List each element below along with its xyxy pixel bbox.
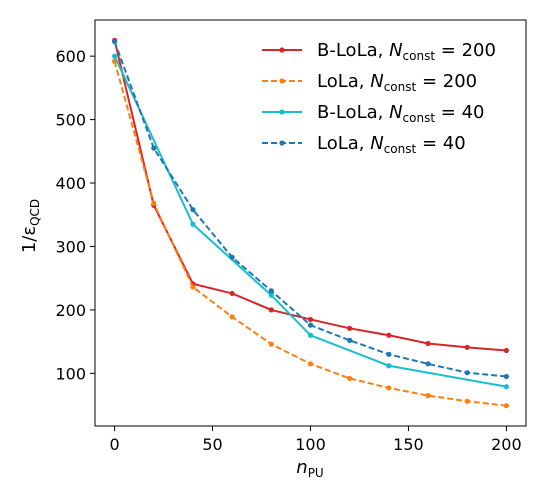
series-3-point xyxy=(151,145,157,151)
series-3-point xyxy=(190,207,196,213)
y-axis-label-main: 1/ε xyxy=(19,226,40,253)
legend-marker-2 xyxy=(279,109,285,115)
series-1-point xyxy=(268,341,274,347)
series-3-point xyxy=(229,254,235,260)
series-1-point xyxy=(151,200,157,206)
legend-marker-3 xyxy=(279,140,285,146)
series-3-point xyxy=(307,322,314,328)
legend-label-1: LoLa, Nconst = 200 xyxy=(317,71,477,94)
series-0-point xyxy=(386,332,392,338)
legend-marker-0 xyxy=(279,47,285,53)
series-3-point xyxy=(268,288,274,294)
series-1-point xyxy=(229,314,235,320)
series-line-2 xyxy=(113,55,507,388)
series-2-point xyxy=(503,384,510,390)
plot-area xyxy=(111,37,510,409)
x-axis-label: nPU xyxy=(296,457,323,480)
x-tick-label: 0 xyxy=(109,435,119,454)
y-tick-label: 100 xyxy=(55,364,86,383)
series-1-point xyxy=(503,403,510,409)
y-tick-label: 200 xyxy=(55,301,86,320)
series-3-point xyxy=(464,370,470,376)
legend-marker-1 xyxy=(279,78,285,84)
y-tick-label: 300 xyxy=(55,237,86,256)
x-axis-label-subscript: PU xyxy=(308,466,324,480)
y-tick-label: 500 xyxy=(55,111,86,130)
y-axis-label: 1/εQCD xyxy=(19,199,42,253)
series-1-point xyxy=(347,375,353,382)
series-0-point xyxy=(347,325,353,331)
series-0-point xyxy=(425,340,431,347)
series-2-point xyxy=(386,363,392,369)
y-tick-label: 400 xyxy=(55,174,86,193)
series-0-point xyxy=(464,344,470,350)
series-1-point xyxy=(190,284,196,290)
legend-label-2: B-LoLa, Nconst = 40 xyxy=(317,102,485,125)
series-0-point xyxy=(268,307,274,313)
series-1-point xyxy=(425,392,431,399)
x-axis-label-main: n xyxy=(296,457,307,478)
series-1-point xyxy=(464,398,470,404)
series-2-point xyxy=(190,221,196,227)
series-0-point xyxy=(503,347,510,354)
series-2-point xyxy=(307,332,314,338)
series-3-point xyxy=(386,351,392,357)
series-2-point xyxy=(111,53,118,59)
series-1-point xyxy=(307,361,314,367)
y-axis-label-subscript: QCD xyxy=(28,199,42,226)
series-3-point xyxy=(347,337,353,343)
legend-label-0: B-LoLa, Nconst = 200 xyxy=(317,40,496,63)
x-tick-label: 100 xyxy=(295,435,326,454)
series-1-point xyxy=(386,385,392,391)
legend: B-LoLa, Nconst = 200 LoLa, Nconst = 200 B-… xyxy=(262,40,496,156)
series-3-point xyxy=(503,373,510,380)
legend-label-3: LoLa, Nconst = 40 xyxy=(317,133,466,156)
x-tick-label: 50 xyxy=(202,435,222,454)
series-2-point xyxy=(268,292,274,298)
y-tick-label: 600 xyxy=(55,47,86,66)
series-3-point xyxy=(111,38,118,45)
x-tick-label: 200 xyxy=(491,435,522,454)
x-tick-label: 150 xyxy=(393,435,424,454)
series-3-point xyxy=(425,361,431,367)
series-0-point xyxy=(307,316,314,323)
series-0-point xyxy=(229,290,235,297)
